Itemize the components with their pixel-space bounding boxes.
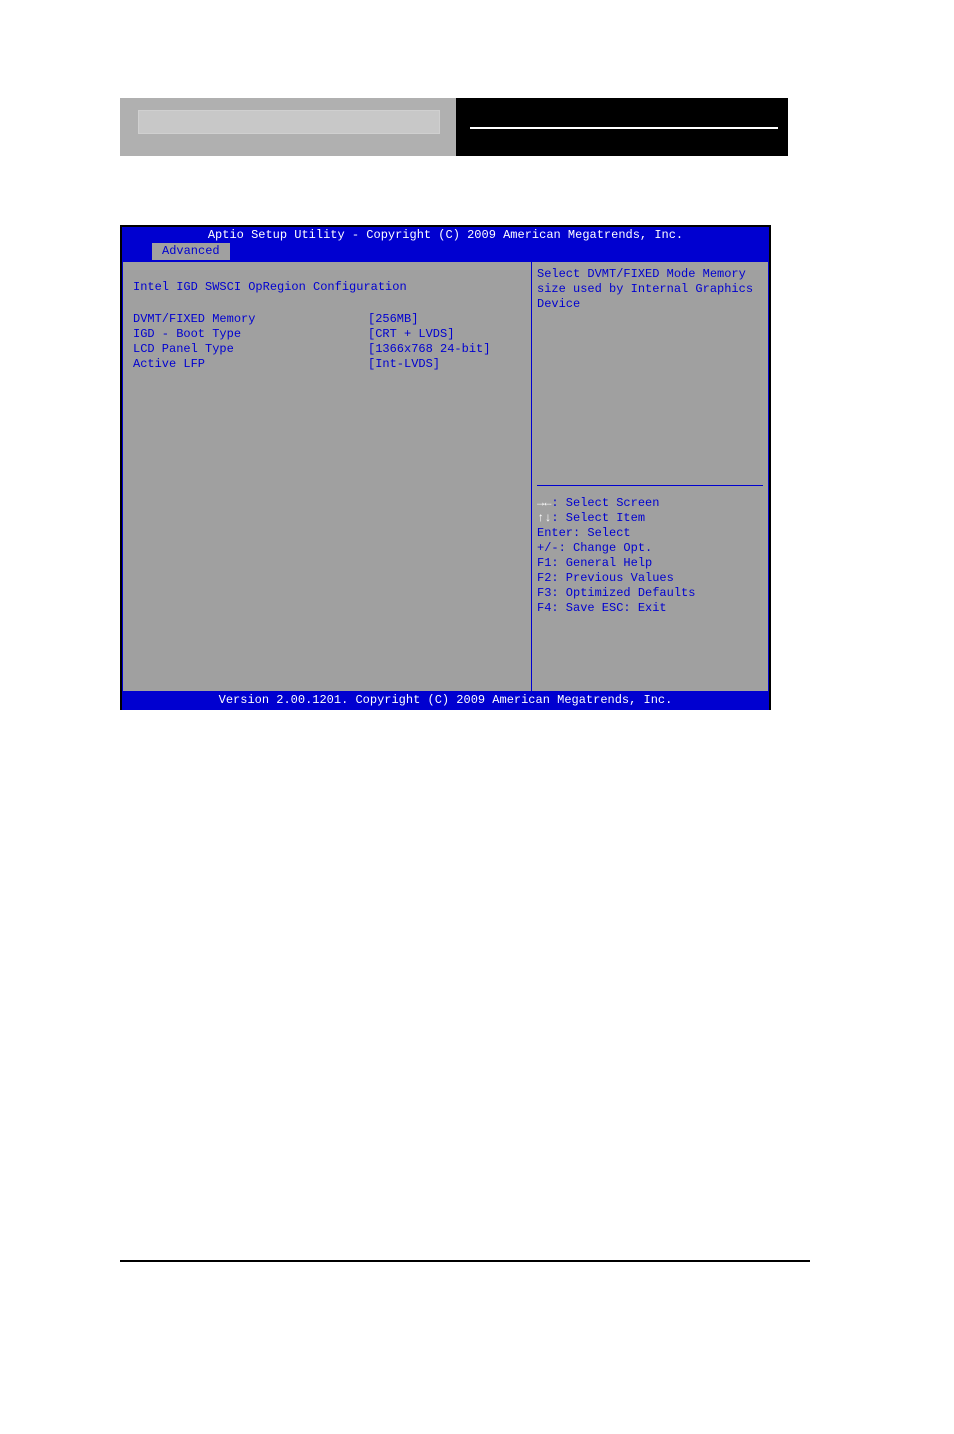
arrows-ud-icon: ↑↓: [537, 511, 551, 525]
setting-label: DVMT/FIXED Memory: [133, 312, 368, 326]
section-title: Intel IGD SWSCI OpRegion Configuration: [133, 280, 521, 294]
setting-value: [256MB]: [368, 312, 418, 326]
help-panel: Select DVMT/FIXED Mode Memory size used …: [532, 262, 769, 692]
setting-value: [CRT + LVDS]: [368, 327, 454, 341]
header-underline: [470, 127, 778, 129]
key-f3: F3: Optimized Defaults: [537, 586, 763, 601]
setting-label: IGD - Boot Type: [133, 327, 368, 341]
setting-active-lfp[interactable]: Active LFP [Int-LVDS]: [133, 357, 521, 371]
bios-body: Intel IGD SWSCI OpRegion Configuration D…: [122, 262, 769, 692]
setting-value: [Int-LVDS]: [368, 357, 440, 371]
bios-title-bar: Aptio Setup Utility - Copyright (C) 2009…: [122, 227, 769, 243]
help-text-section: Select DVMT/FIXED Mode Memory size used …: [537, 267, 763, 473]
key-f2: F2: Previous Values: [537, 571, 763, 586]
help-line: Select DVMT/FIXED Mode Memory: [537, 267, 763, 282]
key-change: +/-: Change Opt.: [537, 541, 763, 556]
key-enter: Enter: Select: [537, 526, 763, 541]
header-inner-box: [138, 110, 440, 134]
key-f1: F1: General Help: [537, 556, 763, 571]
key-f4: F4: Save ESC: Exit: [537, 601, 763, 616]
bios-tab-bar: Advanced: [122, 243, 769, 262]
key-select-item: ↑↓: Select Item: [537, 511, 763, 526]
help-line: size used by Internal Graphics: [537, 282, 763, 297]
keys-section: →←: Select Screen ↑↓: Select Item Enter:…: [537, 483, 763, 686]
setting-label: Active LFP: [133, 357, 368, 371]
tab-advanced[interactable]: Advanced: [152, 243, 230, 260]
settings-panel: Intel IGD SWSCI OpRegion Configuration D…: [122, 262, 532, 692]
help-line: Device: [537, 297, 763, 312]
setting-label: LCD Panel Type: [133, 342, 368, 356]
page-footer-line: [120, 1260, 810, 1262]
arrows-lr-icon: →←: [537, 496, 551, 510]
setting-value: [1366x768 24-bit]: [368, 342, 490, 356]
key-select-screen: →←: Select Screen: [537, 496, 763, 511]
setting-dvmt-memory[interactable]: DVMT/FIXED Memory [256MB]: [133, 312, 521, 326]
bios-setup-window: Aptio Setup Utility - Copyright (C) 2009…: [120, 225, 771, 710]
setting-igd-boot-type[interactable]: IGD - Boot Type [CRT + LVDS]: [133, 327, 521, 341]
setting-lcd-panel-type[interactable]: LCD Panel Type [1366x768 24-bit]: [133, 342, 521, 356]
divider: [537, 485, 763, 486]
bios-footer-bar: Version 2.00.1201. Copyright (C) 2009 Am…: [122, 692, 769, 710]
